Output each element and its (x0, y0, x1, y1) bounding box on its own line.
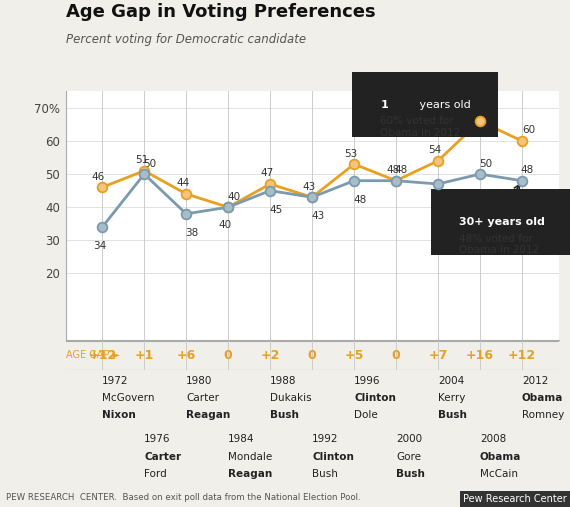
Text: Bush: Bush (438, 410, 467, 420)
Text: +6: +6 (177, 349, 196, 362)
Text: 2004: 2004 (438, 376, 464, 386)
Text: PEW RESEARCH  CENTER.  Based on exit poll data from the National Election Pool.: PEW RESEARCH CENTER. Based on exit poll … (6, 493, 360, 502)
Text: 1984: 1984 (228, 434, 255, 445)
Text: McGovern: McGovern (102, 393, 155, 403)
Text: 1996: 1996 (354, 376, 381, 386)
Text: 46: 46 (91, 172, 105, 182)
Text: Reagan: Reagan (228, 468, 272, 479)
Text: Carter: Carter (186, 393, 219, 403)
Text: 54: 54 (429, 146, 442, 155)
Text: 47: 47 (437, 198, 450, 208)
Text: 2008: 2008 (480, 434, 506, 445)
Text: 43: 43 (311, 211, 324, 221)
Text: 0: 0 (392, 349, 400, 362)
Text: Dukakis: Dukakis (270, 393, 312, 403)
Text: 60: 60 (522, 125, 535, 135)
Text: Reagan: Reagan (186, 410, 230, 420)
Text: 1988: 1988 (270, 376, 296, 386)
Text: 45: 45 (269, 204, 282, 214)
Text: 1976: 1976 (144, 434, 171, 445)
Text: 40: 40 (227, 192, 241, 202)
Text: McCain: McCain (480, 468, 518, 479)
Text: 48: 48 (395, 165, 408, 175)
Text: 34: 34 (93, 241, 106, 251)
Text: 1992: 1992 (312, 434, 339, 445)
Text: 60% voted for
Obama in 2012: 60% voted for Obama in 2012 (380, 116, 461, 138)
Text: Dole: Dole (354, 410, 378, 420)
Text: 48: 48 (386, 165, 400, 175)
Text: Obama: Obama (522, 393, 563, 403)
Text: Obama: Obama (480, 452, 522, 461)
Text: 2012: 2012 (522, 376, 548, 386)
Text: Kerry: Kerry (438, 393, 465, 403)
Text: 2000: 2000 (396, 434, 422, 445)
Text: Clinton: Clinton (354, 393, 396, 403)
Text: 0: 0 (308, 349, 316, 362)
Text: 1972: 1972 (102, 376, 129, 386)
Text: 50: 50 (479, 159, 492, 168)
Text: Pew Research Center: Pew Research Center (463, 494, 567, 504)
Text: Bush: Bush (270, 410, 299, 420)
Text: +2: +2 (260, 349, 280, 362)
Text: 43: 43 (303, 182, 316, 192)
Text: 47: 47 (260, 168, 274, 178)
Text: Ford: Ford (144, 468, 167, 479)
Text: +7: +7 (428, 349, 447, 362)
Text: 48% voted for
Obama in 2012: 48% voted for Obama in 2012 (459, 234, 539, 256)
Text: Bush: Bush (312, 468, 338, 479)
Text: 30+ years old: 30+ years old (459, 217, 545, 227)
Text: 51: 51 (135, 155, 148, 165)
Text: Nixon: Nixon (102, 410, 136, 420)
Text: Romney: Romney (522, 410, 564, 420)
Text: +5: +5 (344, 349, 364, 362)
Text: 53: 53 (345, 149, 358, 159)
Text: 50: 50 (143, 159, 156, 168)
Text: +16: +16 (466, 349, 494, 362)
Text: Mondale: Mondale (228, 452, 272, 461)
Text: Clinton: Clinton (312, 452, 354, 461)
Text: Carter: Carter (144, 452, 181, 461)
Text: 48: 48 (521, 165, 534, 175)
Text: 1980: 1980 (186, 376, 213, 386)
Text: AGE GAP ►: AGE GAP ► (66, 350, 120, 360)
Text: 66: 66 (465, 105, 478, 116)
Text: 18-29: 18-29 (380, 99, 416, 110)
Text: +1: +1 (135, 349, 154, 362)
Text: Bush: Bush (396, 468, 425, 479)
Text: Percent voting for Democratic candidate: Percent voting for Democratic candidate (66, 33, 306, 46)
Text: years old: years old (416, 99, 471, 110)
Text: +12: +12 (88, 349, 116, 362)
Text: 44: 44 (177, 178, 190, 189)
Text: 38: 38 (185, 228, 198, 238)
Text: 48: 48 (353, 195, 366, 205)
Text: 40: 40 (219, 220, 232, 230)
Text: Gore: Gore (396, 452, 421, 461)
Text: 0: 0 (224, 349, 233, 362)
Text: +12: +12 (508, 349, 536, 362)
Text: Age Gap in Voting Preferences: Age Gap in Voting Preferences (66, 3, 375, 21)
